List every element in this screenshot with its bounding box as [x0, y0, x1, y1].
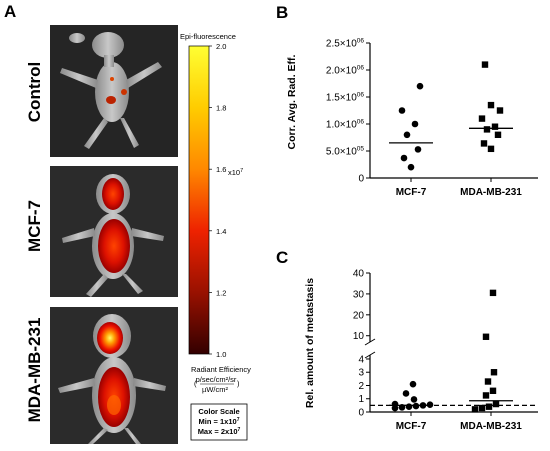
panel-c-y-tick-label: 30 [353, 289, 365, 300]
panel-b-plot: 0 5.0×1005 1.0×1006 1.5×1006 2.0×1006 2.5×100… [326, 38, 538, 198]
panel-c-point [426, 401, 434, 409]
panel-b-point [398, 107, 406, 114]
panel-b-point [478, 115, 486, 122]
panel-b-ylabel: Corr. Avg. Rad. Eff. [286, 54, 298, 149]
panel-c-point [410, 396, 418, 403]
panel-c-x-tick-label: MDA-MB-231 [460, 421, 522, 432]
panel-b-point [496, 107, 504, 114]
colorbar-tick-label: 1.2 [216, 288, 226, 297]
panel-c-point [490, 369, 498, 376]
panel-b-point [494, 131, 502, 138]
panel-a-letter: A [4, 2, 16, 21]
panel-b-point [407, 163, 415, 171]
panel-c-point [402, 390, 410, 397]
panel-c-point [482, 333, 490, 340]
panel-b-y-tick-label: 1.5×1006 [326, 92, 364, 104]
panel-c-point [482, 392, 490, 399]
colorbar-tick-label: 1.4 [216, 227, 226, 236]
panel-c-point [478, 404, 486, 412]
panel-b-point [414, 146, 422, 153]
colorbar [188, 45, 210, 355]
color-scale-title: Color Scale [198, 407, 239, 416]
image-mda [50, 307, 178, 444]
colorbar-unit-denominator: µW/cm² [202, 385, 228, 394]
colorbar-ticks: 2.0 1.8 1.6 1.4 1.2 1.0 [209, 42, 226, 359]
panel-b-x-tick-label: MCF-7 [396, 187, 427, 198]
panel-c-axis-break [364, 338, 376, 346]
paren-right: ) [237, 379, 240, 388]
panel-c-point [489, 387, 497, 394]
panel-c-point [412, 402, 420, 410]
panel-c-y-tick-label: 2 [358, 381, 364, 392]
panel-c-point [471, 406, 479, 413]
panel-b-y-tick-label: 0 [358, 174, 364, 185]
panel-c-point [489, 289, 497, 297]
panel-b-y-tick-label: 5.0×1005 [326, 146, 364, 158]
panel-b-point [487, 101, 495, 109]
panel-c-point [484, 378, 492, 385]
panel-b-y-tick-label: 2.0×1006 [326, 65, 364, 77]
panel-c-plot: 0 1 2 3 4 10 20 30 40 MCF-7 MDA-MB-231 [353, 269, 538, 432]
panel-b-y-tick-label: 1.0×1006 [326, 119, 364, 131]
colorbar-unit-title: Radiant Efficiency [191, 365, 251, 374]
panel-b-point [491, 123, 499, 130]
panel-c-point [391, 400, 399, 408]
panel-c-point [492, 400, 500, 408]
panel-c-y-tick-label: 0 [358, 408, 364, 419]
panel-c-ylabel: Rel. amount of metastasis [304, 278, 316, 408]
panel-c-y-tick-label: 10 [353, 331, 365, 342]
panel-c-x-tick-label: MCF-7 [396, 421, 427, 432]
colorbar-title: Epi-fluorescence [180, 32, 236, 41]
colorbar-unit-numerator: p/sec/cm²/sr [196, 375, 237, 384]
panel-b-point [483, 126, 491, 133]
panel-b-point [411, 120, 419, 128]
paren-left: ( [194, 379, 197, 388]
colorbar-tick-label: 1.8 [216, 104, 226, 113]
image-mcf7 [50, 166, 178, 297]
panel-b-point [416, 82, 424, 90]
row-label-mda: MDA-MB-231 [25, 318, 44, 423]
image-control [50, 25, 178, 157]
colorbar-multiplier: x107 [228, 168, 243, 177]
panel-b-x-tick-label: MDA-MB-231 [460, 187, 522, 198]
panel-c-point [409, 380, 417, 388]
colorbar-tick-label: 1.0 [216, 350, 226, 359]
panel-c-y-tick-label: 4 [358, 354, 364, 365]
colorbar-tick-label: 1.6 [216, 165, 226, 174]
panel-b-letter: B [276, 3, 288, 22]
panel-b-point [480, 140, 488, 147]
panel-c-letter: C [276, 248, 288, 267]
panel-c-y-tick-label: 20 [353, 310, 365, 321]
panel-c-y-tick-label: 40 [353, 269, 365, 280]
panel-b-point [400, 154, 408, 162]
panel-c-y-tick-label: 1 [358, 394, 364, 405]
panel-c-axis-break [364, 351, 376, 359]
color-scale-min: Min = 1x107 [199, 417, 240, 426]
panel-b-y-tick-label: 2.5×1006 [326, 38, 364, 50]
panel-c-point [485, 403, 493, 410]
panel-b-point [481, 61, 489, 68]
panel-b-point [487, 145, 495, 153]
panel-b-point [403, 131, 411, 139]
color-scale-max: Max = 2x107 [198, 427, 241, 436]
colorbar-tick-label: 2.0 [216, 42, 226, 51]
panel-c-point [405, 403, 413, 410]
row-label-control: Control [25, 62, 44, 122]
color-scale-box: Color Scale Min = 1x107 Max = 2x107 [190, 403, 248, 441]
panel-c-y-tick-label: 3 [358, 368, 364, 379]
row-label-mcf7: MCF-7 [25, 200, 44, 252]
